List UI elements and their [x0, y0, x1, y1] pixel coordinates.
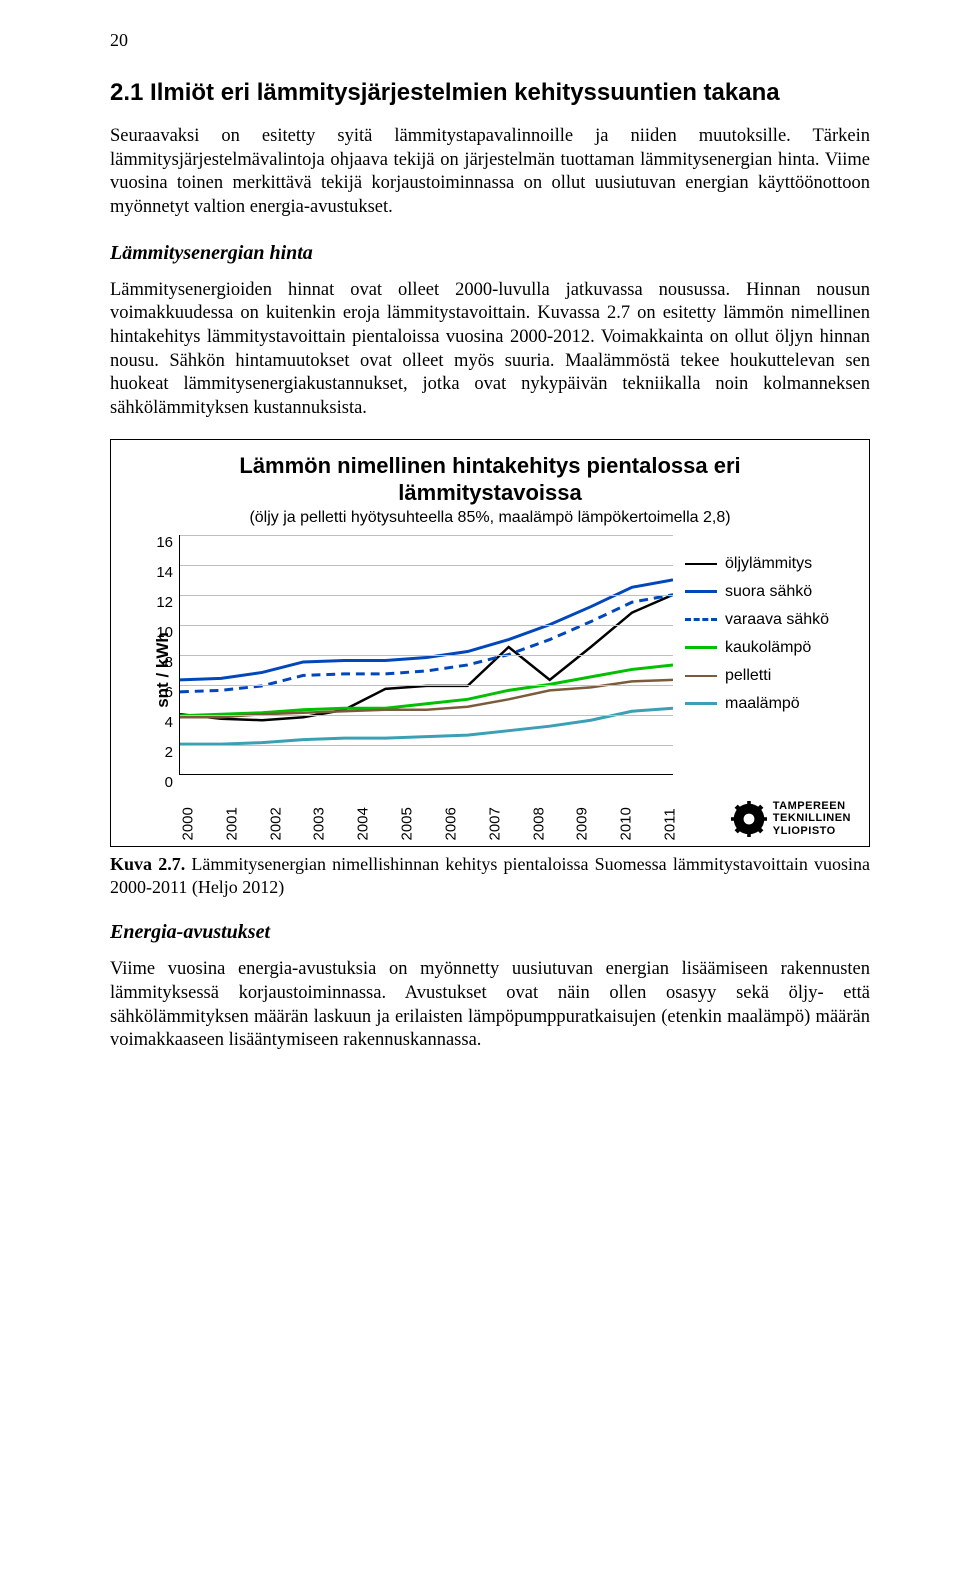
gridline: [180, 535, 673, 536]
logo-line1: TAMPEREEN: [773, 800, 851, 813]
gridline: [180, 625, 673, 626]
paragraph-1: Seuraavaksi on esitetty syitä lämmitysta…: [110, 125, 870, 220]
legend-swatch: [685, 646, 717, 649]
x-tick-label: 2007: [486, 822, 503, 840]
legend-swatch: [685, 563, 717, 565]
y-tick-label: 14: [151, 565, 173, 595]
legend-item: varaava sähkö: [685, 611, 855, 629]
legend-item: suora sähkö: [685, 583, 855, 601]
gridline: [180, 715, 673, 716]
x-tick-label: 2005: [399, 822, 416, 840]
legend-label: suora sähkö: [725, 583, 812, 601]
x-tick-label: 2001: [223, 822, 240, 840]
x-tick-label: 2008: [530, 822, 547, 840]
legend-swatch: [685, 675, 717, 677]
y-tick-label: 16: [151, 535, 173, 565]
x-tick-label: 2002: [267, 822, 284, 840]
page-number: 20: [110, 30, 870, 51]
y-tick-label: 2: [151, 745, 173, 775]
y-tick-label: 12: [151, 595, 173, 625]
heading-2-1: 2.1 Ilmiöt eri lämmitysjärjestelmien keh…: [110, 79, 870, 107]
legend-swatch: [685, 618, 717, 621]
legend-label: varaava sähkö: [725, 611, 829, 629]
gear-icon: [731, 801, 767, 837]
plot-area: [179, 535, 673, 775]
logo-line2: TEKNILLINEN: [773, 812, 851, 825]
figure-caption: Kuva 2.7. Lämmitysenergian nimellishinna…: [110, 853, 870, 900]
gridline: [180, 565, 673, 566]
chart-subtitle: (öljy ja pelletti hyötysuhteella 85%, ma…: [125, 509, 855, 527]
chart-title: Lämmön nimellinen hintakehitys pientalos…: [125, 452, 855, 507]
gridline: [180, 745, 673, 746]
legend-item: pelletti: [685, 667, 855, 685]
legend-swatch: [685, 702, 717, 705]
legend-item: öljylämmitys: [685, 555, 855, 573]
gridline: [180, 595, 673, 596]
x-tick-label: 2006: [442, 822, 459, 840]
gridline: [180, 655, 673, 656]
series-line: [180, 594, 673, 691]
y-axis-label: snt / kWh: [153, 632, 173, 708]
x-tick-label: 2004: [355, 822, 372, 840]
legend-label: kaukolämpö: [725, 639, 811, 657]
y-tick-label: 4: [151, 715, 173, 745]
legend-swatch: [685, 590, 717, 593]
x-tick-label: 2011: [661, 822, 678, 840]
paragraph-2: Lämmitysenergioiden hinnat ovat olleet 2…: [110, 279, 870, 421]
legend-item: kaukolämpö: [685, 639, 855, 657]
x-tick-label: 2010: [618, 822, 635, 840]
x-tick-label: 2003: [311, 822, 328, 840]
gridline: [180, 685, 673, 686]
x-tick-label: 2009: [574, 822, 591, 840]
logo-line3: YLIOPISTO: [773, 825, 851, 838]
subheading-subsidies: Energia-avustukset: [110, 921, 870, 944]
x-tick-label: 2000: [180, 822, 197, 840]
subheading-price: Lämmitysenergian hinta: [110, 242, 870, 265]
y-tick-label: 0: [151, 775, 173, 805]
legend-item: maalämpö: [685, 695, 855, 713]
paragraph-3: Viime vuosina energia-avustuksia on myön…: [110, 958, 870, 1053]
legend: öljylämmitys suora sähkö varaava sähkö kauk…: [685, 535, 855, 805]
chart-frame: Lämmön nimellinen hintakehitys pientalos…: [110, 439, 870, 847]
legend-label: öljylämmitys: [725, 555, 812, 573]
legend-label: pelletti: [725, 667, 771, 685]
legend-label: maalämpö: [725, 695, 800, 713]
